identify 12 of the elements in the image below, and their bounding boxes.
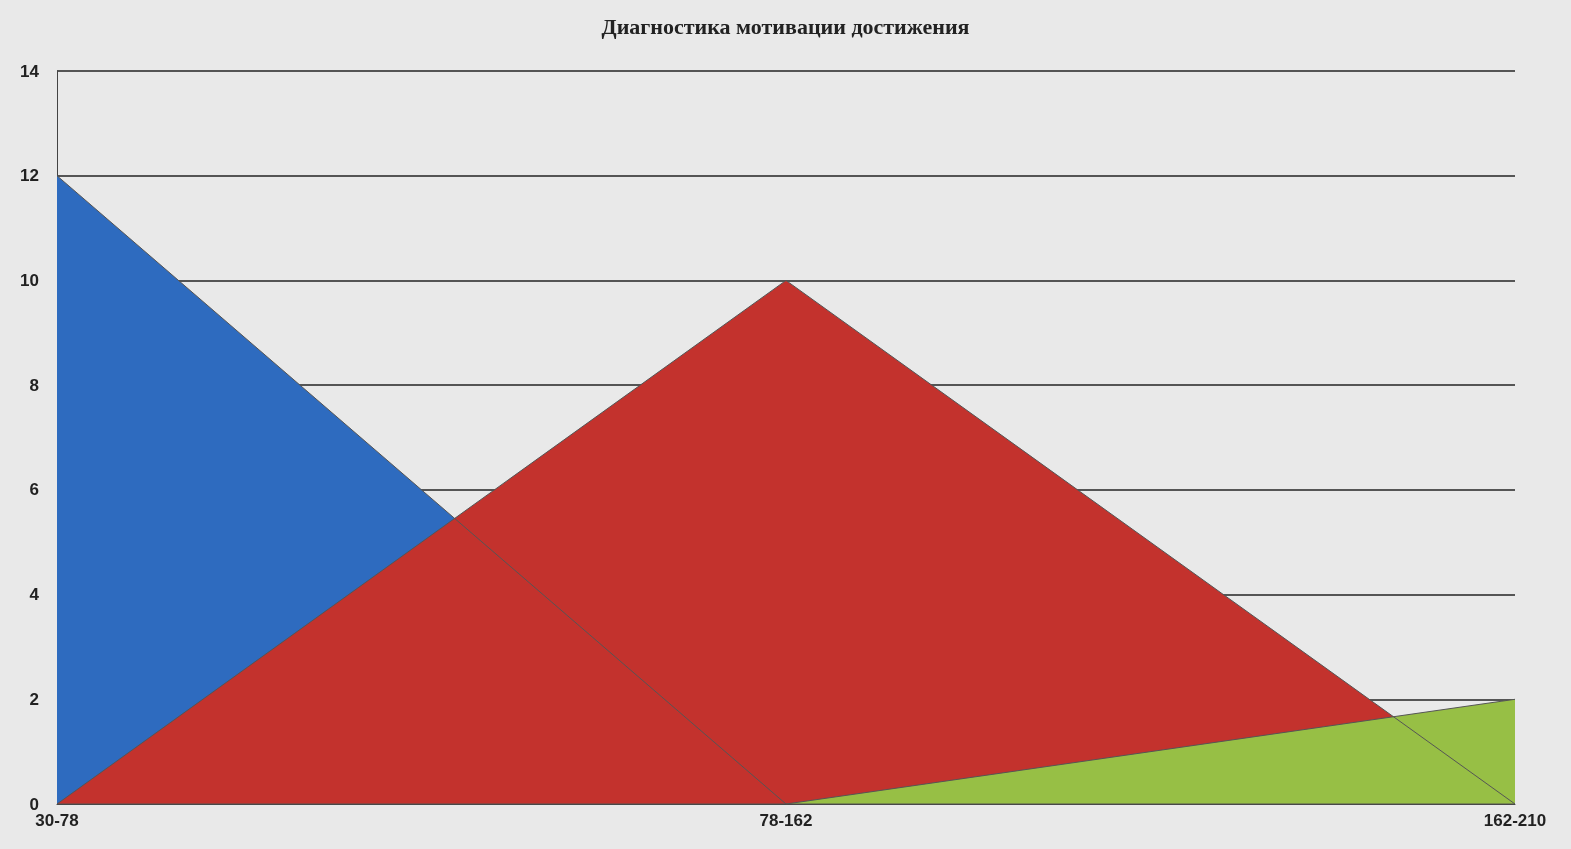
y-tick-label: 8 <box>29 375 39 395</box>
y-tick-label: 10 <box>20 270 39 290</box>
y-tick-label: 14 <box>20 61 40 81</box>
y-tick-label: 0 <box>29 794 39 814</box>
x-tick-label: 162-210 <box>1483 811 1547 830</box>
chart-title: Диагностика мотивации достижения <box>601 13 970 39</box>
y-tick-label: 4 <box>29 585 40 605</box>
y-tick-label: 2 <box>29 689 39 709</box>
x-tick-label: 78-162 <box>759 811 813 830</box>
y-tick-label: 6 <box>29 480 39 500</box>
y-tick-label: 12 <box>20 166 39 186</box>
x-tick-label: 30-78 <box>35 811 79 830</box>
